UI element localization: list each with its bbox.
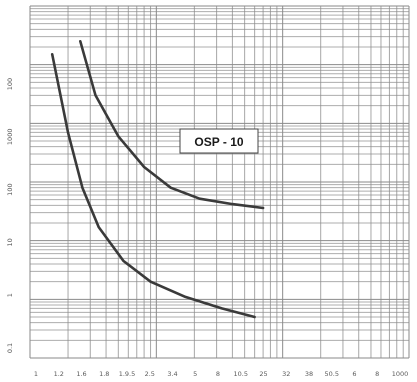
legend-label: OSP - 10 — [194, 135, 243, 149]
series-point — [232, 204, 233, 205]
y-tick-label: 1000 — [6, 129, 14, 146]
x-tick-label: 1 — [34, 370, 38, 378]
series-point — [170, 187, 171, 188]
series-point — [143, 166, 144, 167]
x-tick-label: 1000 — [392, 370, 409, 378]
series-point — [262, 207, 263, 208]
x-tick-label: 10.5 — [234, 370, 248, 378]
x-tick-label: 8 — [216, 370, 220, 378]
series-point — [52, 54, 53, 55]
y-tick-label: 1 — [6, 293, 14, 297]
x-tick-label: 1.2 — [54, 370, 64, 378]
series-point — [95, 95, 96, 96]
series-point — [82, 187, 83, 188]
series-point — [98, 227, 99, 228]
x-tick-label: 2.5 — [145, 370, 155, 378]
series-point — [123, 260, 124, 261]
series-point — [254, 316, 255, 317]
x-tick-label: 25 — [259, 370, 267, 378]
legend: OSP - 10 — [180, 129, 258, 153]
x-tick-label: 38 — [305, 370, 313, 378]
series-point — [185, 296, 186, 297]
series-point — [221, 308, 222, 309]
y-tick-label: 0.1 — [6, 343, 14, 353]
series-point — [80, 41, 81, 42]
x-tick-label: 1.6 — [76, 370, 86, 378]
series-point — [67, 132, 68, 133]
x-tick-label: 6 — [352, 370, 356, 378]
x-tick-label: 50.5 — [325, 370, 339, 378]
x-tick-label: 3.4 — [167, 370, 177, 378]
y-tick-label: 10 — [6, 238, 14, 246]
y-tick-label: 100 — [6, 183, 14, 195]
series-point — [199, 198, 200, 199]
x-tick-label: 32 — [282, 370, 290, 378]
y-tick-label: 100 — [6, 78, 14, 90]
x-tick-label: 1.8 — [99, 370, 109, 378]
series-point — [118, 136, 119, 137]
series-point — [150, 281, 151, 282]
x-tick-label: 8 — [375, 370, 379, 378]
x-tick-label: 1.9.5 — [119, 370, 136, 378]
x-tick-label: 5 — [193, 370, 197, 378]
